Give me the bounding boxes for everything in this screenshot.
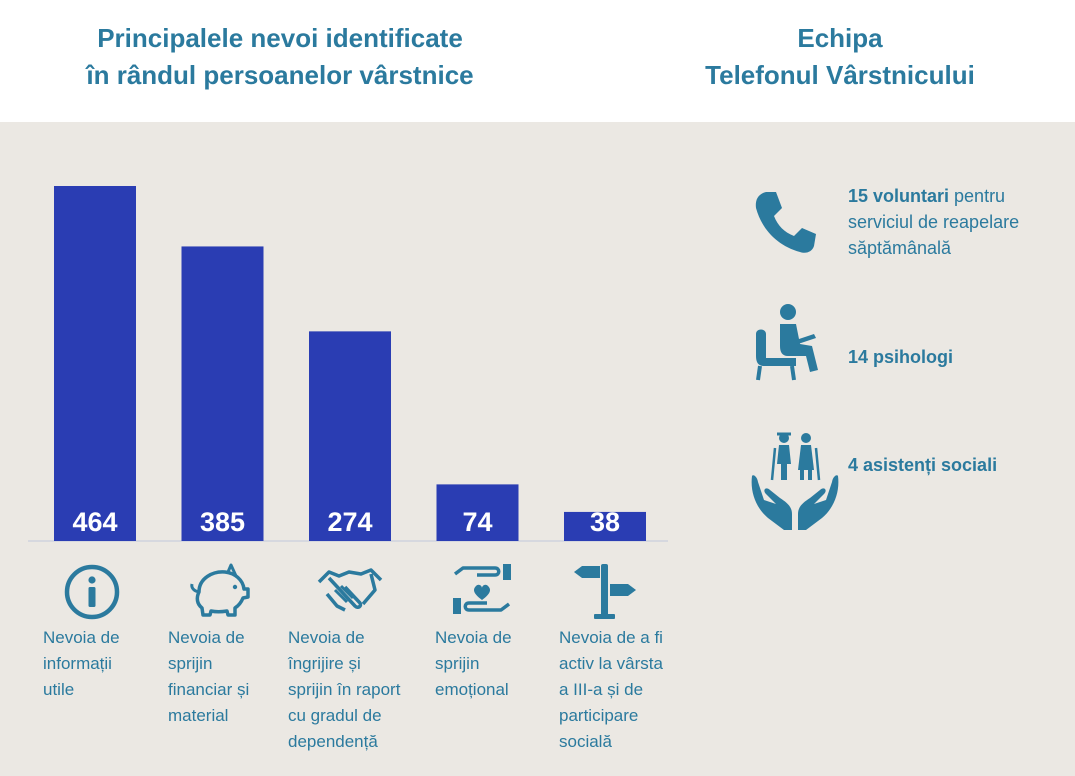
team-title: Echipa Telefonul Vârstnicului [640,20,1040,94]
team-item-psychologists-count: 14 psihologi [848,347,954,367]
phone-icon [752,188,818,263]
bar-value-label-2: 385 [200,507,245,537]
chart-title-line2: în rândul persoanelor vârstnice [86,60,474,90]
heart-hand-icon [447,560,517,620]
team-item-volunteers-count: 15 voluntari [848,186,950,206]
chart-title-line1: Principalele nevoi identificate [97,23,463,53]
caring-hands-icon [748,428,842,539]
team-title-line1: Echipa [797,23,883,53]
bar-value-label-4: 74 [462,507,492,537]
bar-value-label-3: 274 [327,507,372,537]
category-label-4: Nevoia de sprijin emoțional [435,628,512,699]
bar-value-label-5: 38 [590,507,620,537]
team-item-psychologists: 14 psihologi [848,344,1063,370]
signpost-icon [570,560,640,620]
category-label-1: Nevoia de informații utile [43,628,120,699]
info-icon [57,562,127,622]
handshake-icon [315,560,385,620]
header: Principalele nevoi identificate în rându… [0,0,1075,122]
psychologist-icon [752,300,824,389]
bar-2 [181,246,264,541]
team-item-volunteers: 15 voluntari pentru serviciul de reapela… [848,183,1063,261]
team-item-social-workers: 4 asistenți sociali [848,452,1063,478]
bar-3 [309,331,391,541]
bar-4 [436,484,519,541]
category-label-5: Nevoia de a fi activ la vârsta a III-a ș… [559,628,663,751]
team-item-volunteers-desc: pentru serviciul de reapelare săptămânal… [848,186,1020,258]
category-label-3: Nevoia de îngrijire și sprijin în raport… [288,628,401,751]
piggy-bank-icon [183,562,253,622]
content-panel [0,122,1075,776]
bar-value-label-1: 464 [72,507,117,537]
bar-1 [54,186,136,541]
category-label-2: Nevoia de sprijin financiar și material [168,628,250,725]
team-title-line2: Telefonul Vârstnicului [705,60,975,90]
chart-title: Principalele nevoi identificate în rându… [30,20,530,94]
team-item-social-workers-count: 4 asistenți sociali [848,455,998,475]
bar-5 [564,511,646,541]
